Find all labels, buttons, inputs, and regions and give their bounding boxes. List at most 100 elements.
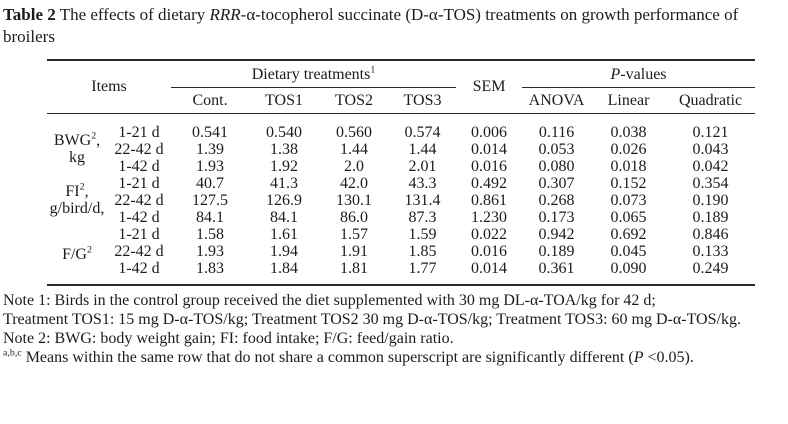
table-cell: 0.307: [538, 174, 575, 192]
footnote-note2: Note 2: BWG: body weight gain; FI: food …: [3, 329, 454, 347]
caption-text-pre: The effects of dietary: [55, 5, 210, 24]
table-cell: 0.249: [692, 259, 729, 277]
table-cell: 0.861: [471, 191, 508, 209]
table-cell: 0.042: [692, 157, 729, 175]
table-row: 1-42 d 1.83 1.84 1.81 1.77 0.014 0.361 0…: [47, 260, 755, 285]
table-cell: 1.38: [270, 140, 299, 158]
pvalues-label-rest: -values: [620, 66, 667, 83]
column-header-quadratic: Quadratic: [666, 88, 756, 114]
table-cell: 131.4: [404, 191, 441, 209]
table-cell: 1.39: [196, 140, 225, 158]
table-cell: 0.090: [610, 259, 647, 277]
table-cell: 130.1: [336, 191, 373, 209]
footnote-marker-2: 2: [91, 130, 97, 142]
footnote-note1-treatments: Treatment TOS1: 15 mg D-α-TOS/kg; Treatm…: [3, 310, 741, 328]
row-period: 1-42 d: [118, 208, 160, 226]
table-cell: 0.133: [692, 242, 729, 260]
table-cell: 1.77: [408, 259, 437, 277]
footnote-superscript-abc: a,b,c: [3, 347, 22, 359]
column-header-tos1: TOS1: [249, 88, 320, 114]
table-cell: 0.189: [538, 242, 575, 260]
table-header: Items Dietary treatments1 SEM P-values C…: [47, 60, 756, 114]
row-period: 22-42 d: [114, 191, 164, 209]
table-cell: 87.3: [408, 208, 437, 226]
table-cell: 0.016: [471, 157, 508, 175]
row-group-label-line2: g/bird/d,: [49, 200, 105, 217]
table-cell: 84.1: [196, 208, 225, 226]
table-cell: 0.574: [404, 123, 441, 141]
column-header-tos3: TOS3: [389, 88, 457, 114]
footnote-marker-2: 2: [86, 244, 92, 256]
table-caption: Table 2 The effects of dietary RRR-α-toc…: [3, 4, 785, 48]
table-cell: 0.846: [692, 225, 729, 243]
table-cell: 0.018: [610, 157, 647, 175]
table-cell: 2.01: [408, 157, 437, 175]
row-period: 22-42 d: [114, 242, 164, 260]
table-cell: 0.016: [471, 242, 508, 260]
caption-text-italic: RRR: [209, 5, 241, 24]
column-header-items: Items: [47, 60, 172, 114]
row-group-label-line2: kg: [69, 149, 85, 166]
table-row: 22-42 d 127.5 126.9 130.1 131.4 0.861 0.…: [47, 192, 755, 209]
table-row: 22-42 d 1.93 1.94 1.91 1.85 0.016 0.189 …: [47, 243, 755, 260]
table-cell: 1.44: [340, 140, 369, 158]
table-cell: 1.44: [408, 140, 437, 158]
footnote-note1: Note 1: Birds in the control group recei…: [3, 291, 656, 309]
table-cell: 86.0: [340, 208, 369, 226]
table-cell: 1.57: [340, 225, 369, 243]
table-cell: 127.5: [192, 191, 229, 209]
caption-text-post: -α-tocopherol succinate (D-α-TOS) treatm…: [3, 5, 739, 46]
footnote-marker-2: 2: [79, 181, 85, 193]
table-cell: 43.3: [408, 174, 437, 192]
row-period: 1-21 d: [118, 123, 160, 141]
pvalues-label-italic: P: [610, 66, 621, 83]
table-cell: 1.59: [408, 225, 437, 243]
row-period: 1-42 d: [118, 157, 160, 175]
table-number: Table 2: [3, 5, 56, 24]
table-row: 1-42 d 1.93 1.92 2.0 2.01 0.016 0.080 0.…: [47, 158, 755, 175]
table-cell: 84.1: [270, 208, 299, 226]
table-cell: 40.7: [196, 174, 225, 192]
table-row: F/G2 1-21 d 1.58 1.61 1.57 1.59 0.022 0.…: [47, 225, 755, 264]
table-cell: 0.014: [471, 259, 508, 277]
table-body: BWG2, kg 1-21 d 0.541 0.540 0.560 0.574 …: [47, 113, 755, 285]
row-period: 1-21 d: [118, 225, 160, 243]
table-cell: 0.492: [471, 174, 508, 192]
table-cell: 0.361: [538, 259, 575, 277]
row-group-label-fi: FI2, g/bird/d,: [47, 175, 107, 226]
table-cell: 1.61: [270, 225, 299, 243]
table-cell: 1.230: [471, 208, 508, 226]
table-cell: 0.014: [471, 140, 508, 158]
row-group-label-fg: F/G2: [47, 226, 107, 285]
table-cell: 0.541: [192, 123, 229, 141]
table-cell: 1.91: [340, 242, 369, 260]
table-cell: 126.9: [266, 191, 303, 209]
table-row: BWG2, kg 1-21 d 0.541 0.540 0.560 0.574 …: [47, 113, 755, 166]
row-group-label-bwg: BWG2, kg: [47, 113, 107, 175]
table-cell: 0.173: [538, 208, 575, 226]
table-cell: 0.026: [610, 140, 647, 158]
column-group-pvalues: P-values: [522, 60, 756, 88]
column-header-anova: ANOVA: [522, 88, 592, 114]
row-period: 1-42 d: [118, 259, 160, 277]
row-period: 22-42 d: [114, 140, 164, 158]
table-cell: 0.038: [610, 123, 647, 141]
table-cell: 0.190: [692, 191, 729, 209]
table-cell: 0.006: [471, 123, 508, 141]
table-cell: 0.073: [610, 191, 647, 209]
column-header-cont: Cont.: [171, 88, 250, 114]
table-row: 22-42 d 1.39 1.38 1.44 1.44 0.014 0.053 …: [47, 141, 755, 158]
table-cell: 0.354: [692, 174, 729, 192]
table-cell: 2.0: [344, 157, 365, 175]
column-header-tos2: TOS2: [319, 88, 390, 114]
table-cell: 41.3: [270, 174, 299, 192]
table-cell: 0.080: [538, 157, 575, 175]
table-cell: 0.152: [610, 174, 647, 192]
row-period: 1-21 d: [118, 174, 160, 192]
table-cell: 1.84: [270, 259, 299, 277]
table-footnotes: Note 1: Birds in the control group recei…: [3, 291, 788, 367]
table-cell: 1.92: [270, 157, 299, 175]
column-group-dietary-treatments: Dietary treatments1: [171, 60, 457, 88]
table-cell: 42.0: [340, 174, 369, 192]
